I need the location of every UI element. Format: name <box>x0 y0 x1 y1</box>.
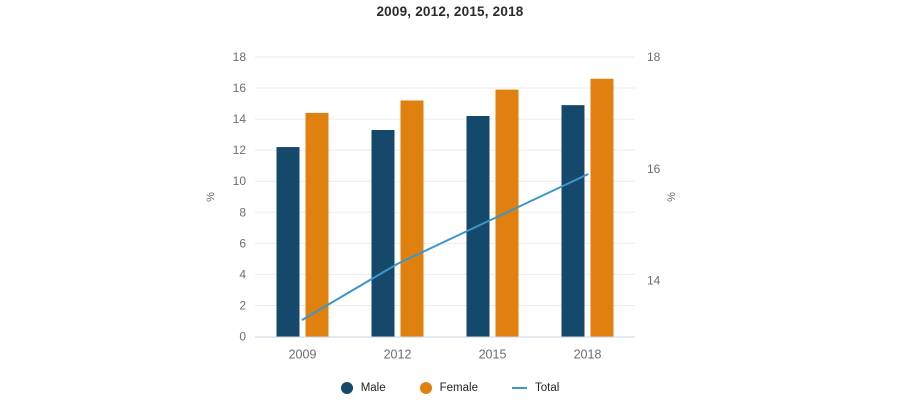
bar-female-2009[interactable] <box>305 112 329 337</box>
legend-item-male[interactable]: Male <box>340 382 386 394</box>
left-axis-tick-label: 12 <box>233 143 247 157</box>
bar-female-2018[interactable] <box>590 78 614 337</box>
left-axis-tick-label: 14 <box>233 112 247 126</box>
bar-female-2012[interactable] <box>400 100 424 337</box>
legend-label-male: Male <box>360 382 386 394</box>
left-axis-tick-label: 8 <box>239 205 246 219</box>
left-axis-title: % <box>205 192 217 202</box>
bar-male-2009[interactable] <box>276 147 300 337</box>
right-axis-tick-label: 16 <box>647 162 661 176</box>
left-axis-tick-label: 6 <box>239 236 246 250</box>
legend-label-total: Total <box>535 382 560 394</box>
left-axis-tick-label: 0 <box>239 330 246 344</box>
bar-male-2012[interactable] <box>371 129 395 337</box>
male-swatch-icon <box>340 382 353 394</box>
left-axis-tick-label: 2 <box>239 298 246 312</box>
legend-item-total[interactable]: Total <box>512 382 559 394</box>
chart-legend: Male Female Total <box>0 382 900 394</box>
x-axis-category-label: 2009 <box>289 348 317 362</box>
left-axis-tick-label: 18 <box>233 50 247 64</box>
right-axis-tick-label: 18 <box>647 50 661 64</box>
chart-title: 2009, 2012, 2015, 2018 <box>376 4 524 19</box>
total-line-swatch-icon <box>512 387 527 389</box>
left-axis-tick-label: 4 <box>239 267 246 281</box>
bar-male-2018[interactable] <box>561 105 585 337</box>
left-axis-tick-label: 10 <box>233 174 247 188</box>
x-axis-category-label: 2012 <box>384 348 412 362</box>
total-line[interactable] <box>301 173 589 321</box>
female-swatch-icon <box>419 382 432 394</box>
right-axis-title: % <box>666 192 678 202</box>
x-axis-category-label: 2015 <box>479 348 507 362</box>
right-axis-tick-label: 14 <box>647 274 661 288</box>
x-axis-category-label: 2018 <box>574 348 602 362</box>
left-axis-tick-label: 16 <box>233 81 247 95</box>
legend-item-female[interactable]: Female <box>419 382 478 394</box>
legend-label-female: Female <box>439 382 478 394</box>
